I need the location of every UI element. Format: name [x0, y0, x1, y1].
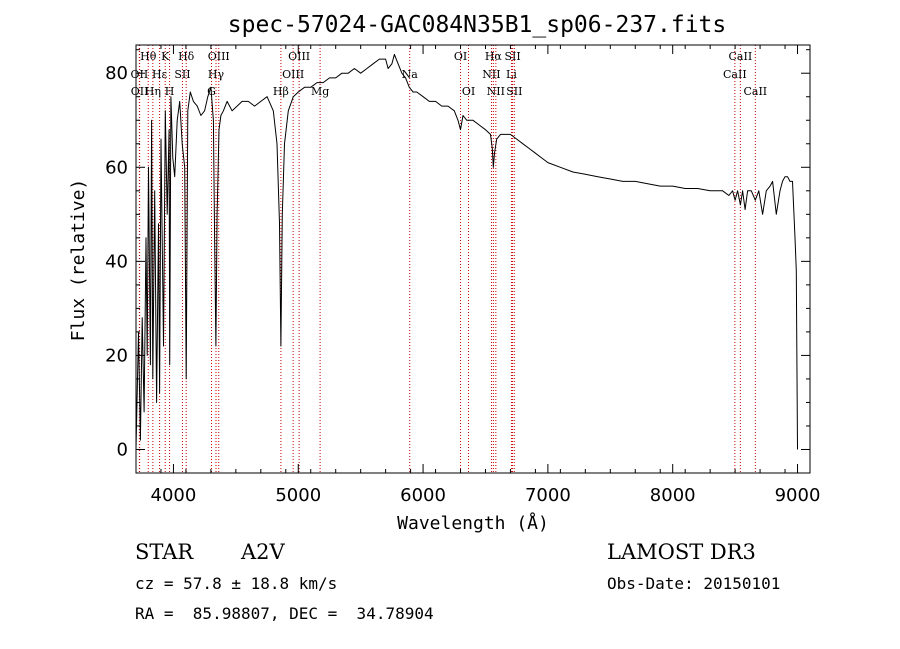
spectrum-series	[135, 53, 798, 450]
line-label: CaII	[723, 68, 747, 81]
line-label: Hβ	[273, 85, 289, 98]
y-tick-label: 60	[105, 157, 128, 178]
line-label: K	[161, 50, 170, 63]
line-label: OIII	[208, 50, 230, 63]
emission-line-labels: HθOIIOIIKHηHεHSIIHδGHγOIIIHβOIIIOIIIMgNa…	[131, 50, 768, 98]
y-axis-ticks: 0 20 40 60 80	[105, 49, 810, 460]
x-tick-label: 9000	[775, 485, 821, 506]
x-tick-label: 7000	[525, 485, 571, 506]
line-label: Hγ	[208, 68, 225, 81]
chart-title: spec-57024-GAC084N35B1_sp06-237.fits	[228, 12, 727, 38]
x-tick-label: 4000	[151, 485, 197, 506]
line-label: Hη	[145, 85, 161, 98]
object-class: STAR	[135, 540, 194, 564]
line-label: Hδ	[178, 50, 195, 63]
line-label: H	[165, 85, 175, 98]
object-subclass: A2V	[241, 540, 285, 564]
line-label: OI	[462, 85, 475, 98]
line-label: SII	[174, 68, 190, 81]
x-axis-label: Wavelength (Å)	[397, 512, 549, 534]
line-label: NII	[482, 68, 500, 81]
line-label: Li	[506, 68, 517, 81]
y-tick-label: 80	[105, 63, 128, 84]
line-label: CaII	[729, 50, 753, 63]
line-label: CaII	[743, 85, 767, 98]
y-tick-label: 20	[105, 345, 128, 366]
line-label: SII	[506, 85, 522, 98]
survey-name: LAMOST DR3	[607, 540, 756, 564]
line-label: Hθ	[140, 50, 157, 63]
redshift-velocity: cz = 57.8 ± 18.8 km/s	[135, 574, 338, 593]
line-label: Na	[402, 68, 419, 81]
line-label: OI	[454, 50, 467, 63]
y-axis-label: Flux (relative)	[68, 179, 89, 342]
line-label: OIII	[282, 68, 304, 81]
y-tick-label: 40	[105, 251, 128, 272]
line-label: OII	[131, 85, 149, 98]
x-tick-label: 5000	[275, 485, 321, 506]
y-tick-label: 0	[117, 439, 128, 460]
x-axis-ticks: 4000 5000 6000 7000 8000 9000	[135, 45, 821, 506]
line-label: OIII	[288, 50, 310, 63]
observation-date: Obs-Date: 20150101	[607, 574, 781, 593]
line-label: Mg	[311, 85, 329, 98]
line-label: SII	[504, 50, 520, 63]
x-tick-label: 8000	[650, 485, 696, 506]
line-label: Hα	[485, 50, 503, 63]
spectrum-line	[135, 53, 798, 450]
line-label: Hε	[152, 68, 168, 81]
x-tick-label: 6000	[400, 485, 446, 506]
sky-coordinates: RA = 85.98807, DEC = 34.78904	[135, 604, 434, 623]
line-label: OII	[131, 68, 149, 81]
line-label: NII	[487, 85, 505, 98]
plot-frame	[135, 44, 811, 474]
